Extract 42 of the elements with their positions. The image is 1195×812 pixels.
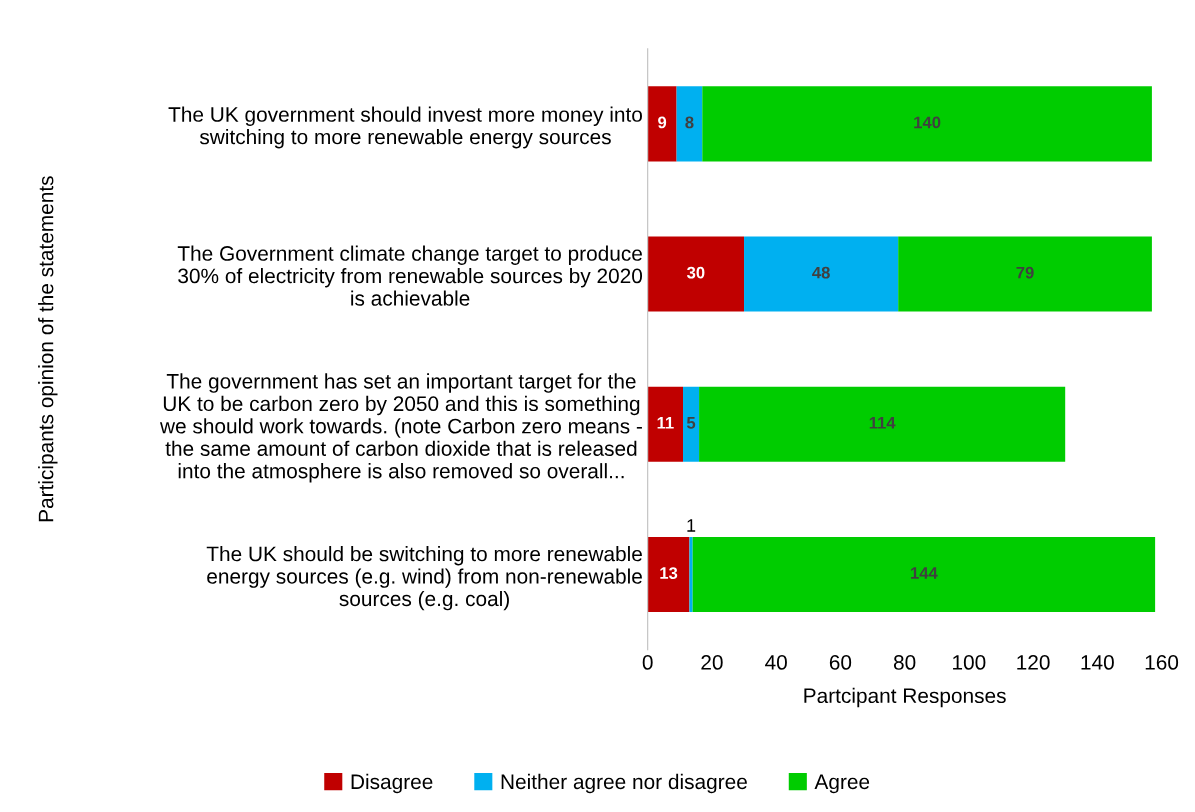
data-label: 11 bbox=[657, 417, 674, 429]
data-label: 79 bbox=[1016, 266, 1034, 279]
bar bbox=[689, 536, 693, 613]
bar bbox=[692, 536, 1156, 613]
x-tick-label: 80 bbox=[893, 655, 916, 670]
data-label: 13 bbox=[660, 567, 678, 579]
y-axis-title: Participants opinion of the statements bbox=[38, 176, 58, 522]
x-tick-label: 100 bbox=[953, 655, 986, 670]
y-tick-label: The UK government should invest more money into switching to more renewable energy sources bbox=[168, 106, 642, 149]
bar bbox=[647, 386, 684, 462]
x-tick-label: 120 bbox=[1017, 655, 1050, 670]
data-label: 140 bbox=[914, 116, 941, 129]
y-tick-label: The Government climate change target to produce 30% of electricity from renewable sources by 2020 is achievable bbox=[177, 245, 643, 306]
bar bbox=[744, 236, 899, 312]
data-label: 30 bbox=[686, 266, 705, 279]
data-label: 1 bbox=[687, 519, 696, 532]
data-label: 9 bbox=[658, 116, 667, 129]
bar bbox=[647, 536, 690, 613]
data-label: 48 bbox=[812, 266, 830, 279]
data-label: 5 bbox=[686, 417, 696, 429]
legend-label: Neither agree nor disagree bbox=[501, 773, 747, 794]
bar bbox=[683, 386, 700, 462]
x-tick-label: 140 bbox=[1081, 655, 1114, 670]
data-label: 8 bbox=[685, 116, 694, 129]
bar bbox=[898, 236, 1152, 312]
legend-label: Agree bbox=[814, 774, 870, 794]
bar bbox=[647, 86, 677, 162]
x-tick-label: 40 bbox=[765, 655, 787, 670]
bar bbox=[676, 86, 703, 162]
y-tick-label: The UK should be switching to more renewable energy sources (e.g. wind) from non-renewable sources (e.g. coal) bbox=[206, 546, 642, 611]
data-label: 114 bbox=[869, 417, 896, 429]
x-axis-title: Partcipant Responses bbox=[804, 687, 1006, 708]
x-tick-label: 60 bbox=[829, 655, 852, 670]
x-tick-label: 160 bbox=[1145, 655, 1179, 670]
legend-label: Disagree bbox=[351, 773, 433, 794]
data-label: 144 bbox=[911, 567, 938, 579]
bar bbox=[647, 236, 745, 312]
x-tick-label: 0 bbox=[642, 655, 653, 670]
x-tick-label: 20 bbox=[701, 655, 723, 670]
bar bbox=[699, 386, 1066, 462]
y-tick-label: The government has set an important target for the UK to be carbon zero by 2050 and this is something we should work towards. (note Carbon zero means - the same amount of carbon dioxide that is released into the atmosphere is also removed so overall... bbox=[159, 373, 642, 483]
bar bbox=[702, 86, 1152, 162]
